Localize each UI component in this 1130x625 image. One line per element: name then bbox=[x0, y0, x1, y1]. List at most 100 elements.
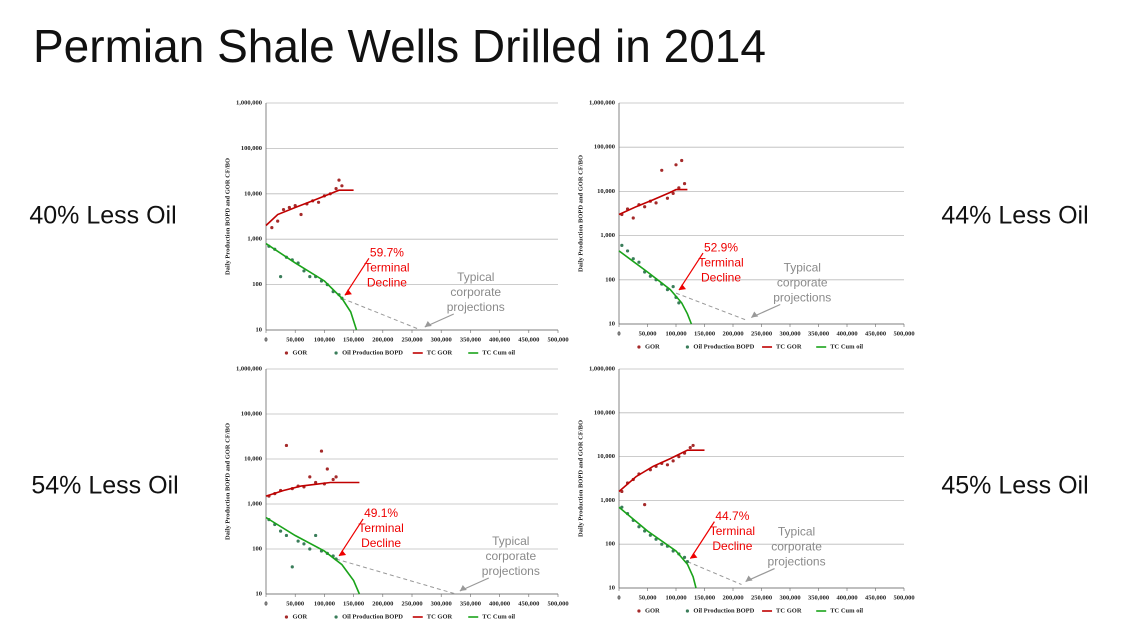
y-tick-label: 100,000 bbox=[241, 410, 262, 417]
x-tick-label: 0 bbox=[617, 594, 620, 601]
decline-arrowhead bbox=[339, 549, 347, 556]
x-tick-label: 500,000 bbox=[893, 330, 914, 337]
data-point bbox=[290, 565, 294, 569]
data-point bbox=[302, 542, 306, 546]
chart: 54% Less Oil 10 100 1,000 10,000 100,000 1,000… bbox=[31, 365, 568, 620]
legend-label: GOR bbox=[292, 613, 307, 620]
x-tick-label: 100,000 bbox=[314, 600, 335, 607]
decline-note: Terminal bbox=[358, 521, 403, 535]
decline-arrowhead bbox=[679, 284, 686, 291]
x-tick-label: 400,000 bbox=[489, 336, 510, 343]
legend-swatch bbox=[637, 609, 641, 613]
data-point bbox=[279, 529, 283, 533]
data-point bbox=[334, 475, 338, 479]
x-tick-label: 150,000 bbox=[343, 600, 364, 607]
y-tick-label: 10 bbox=[609, 320, 616, 327]
y-tick-label: 1,000 bbox=[600, 232, 615, 239]
data-point bbox=[691, 443, 695, 448]
plot-area bbox=[619, 369, 904, 588]
x-tick-label: 300,000 bbox=[431, 336, 452, 343]
y-tick-label: 100,000 bbox=[241, 145, 262, 152]
y-tick-label: 100 bbox=[605, 276, 615, 283]
x-tick-label: 50,000 bbox=[286, 600, 304, 607]
y-tick-label: 1,000,000 bbox=[236, 99, 262, 106]
legend-label: TC GOR bbox=[776, 343, 802, 350]
legend-swatch bbox=[637, 345, 641, 349]
trend-line bbox=[265, 481, 360, 497]
x-tick-label: 400,000 bbox=[836, 330, 857, 337]
x-tick-label: 450,000 bbox=[518, 600, 539, 607]
decline-arrowhead bbox=[690, 552, 698, 559]
decline-arrow bbox=[338, 518, 364, 557]
decline-note: Terminal bbox=[698, 255, 743, 269]
x-tick-label: 250,000 bbox=[401, 600, 422, 607]
slide-title: Permian Shale Wells Drilled in 2014 bbox=[33, 20, 766, 72]
y-tick-label: 1,000 bbox=[247, 500, 262, 507]
trend-line bbox=[265, 242, 358, 331]
x-tick-label: 150,000 bbox=[694, 330, 715, 337]
data-point bbox=[682, 555, 687, 559]
data-point bbox=[674, 163, 678, 167]
legend-label: TC Cum oil bbox=[830, 607, 863, 614]
y-tick-label: 10,000 bbox=[244, 455, 262, 462]
data-point bbox=[671, 285, 675, 289]
x-tick-label: 400,000 bbox=[489, 600, 510, 607]
projection-arrowhead bbox=[745, 575, 753, 582]
data-point bbox=[276, 219, 280, 223]
data-point bbox=[281, 207, 286, 212]
data-point bbox=[688, 446, 692, 450]
data-point bbox=[308, 275, 312, 279]
x-tick-label: 0 bbox=[264, 600, 267, 607]
projection-note: projections bbox=[773, 291, 831, 305]
y-tick-label: 10 bbox=[256, 590, 263, 597]
x-tick-label: 500,000 bbox=[547, 336, 568, 343]
side-caption: 45% Less Oil bbox=[941, 472, 1088, 500]
legend-label: GOR bbox=[292, 349, 307, 356]
x-tick-label: 150,000 bbox=[694, 594, 715, 601]
legend-swatch bbox=[284, 615, 289, 619]
x-tick-label: 250,000 bbox=[751, 594, 772, 601]
data-point bbox=[665, 196, 670, 200]
projection-line bbox=[687, 561, 742, 585]
legend-label: TC Cum oil bbox=[830, 343, 863, 350]
legend-label: Oil Production BOPD bbox=[342, 613, 403, 620]
legend-label: TC GOR bbox=[427, 613, 453, 620]
y-tick-label: 1,000 bbox=[600, 497, 615, 504]
x-tick-label: 500,000 bbox=[893, 594, 914, 601]
decline-note: Terminal bbox=[364, 260, 409, 274]
y-tick-label: 1,000,000 bbox=[236, 365, 262, 372]
x-tick-label: 350,000 bbox=[460, 600, 481, 607]
decline-arrowhead bbox=[344, 289, 352, 296]
y-tick-label: 100 bbox=[605, 541, 615, 548]
data-point bbox=[340, 184, 344, 188]
y-tick-label: 10 bbox=[256, 326, 263, 333]
data-point bbox=[308, 547, 312, 551]
projection-arrowhead bbox=[424, 321, 432, 327]
x-tick-label: 250,000 bbox=[751, 330, 772, 337]
y-tick-label: 100 bbox=[252, 281, 262, 288]
legend-label: Oil Production BOPD bbox=[693, 343, 754, 350]
y-tick-label: 1,000,000 bbox=[589, 99, 615, 106]
data-point bbox=[270, 226, 274, 230]
data-point bbox=[337, 178, 341, 182]
x-tick-label: 200,000 bbox=[722, 594, 743, 601]
legend-swatch bbox=[284, 351, 289, 355]
y-axis-label: Daily Production BOPD and GOR CF/BO bbox=[224, 423, 231, 540]
projection-arrowhead bbox=[751, 311, 759, 318]
projection-note: Typical bbox=[457, 270, 494, 284]
legend-label: TC GOR bbox=[776, 607, 802, 614]
y-tick-label: 1,000,000 bbox=[589, 365, 615, 372]
legend-swatch bbox=[334, 351, 338, 355]
projection-note: corporate bbox=[450, 285, 501, 299]
x-tick-label: 150,000 bbox=[343, 336, 364, 343]
decline-note: Decline bbox=[367, 275, 407, 289]
data-point bbox=[643, 205, 647, 209]
legend-swatch bbox=[685, 345, 690, 349]
trend-line bbox=[265, 516, 361, 595]
chart: 44% Less Oil 10 100 1,000 10,000 100,000 1,000… bbox=[577, 99, 1088, 350]
projection-note: projections bbox=[447, 300, 505, 314]
y-tick-label: 10,000 bbox=[597, 188, 615, 195]
x-tick-label: 450,000 bbox=[865, 330, 886, 337]
y-tick-label: 100,000 bbox=[594, 144, 615, 151]
chart: 40% Less Oil 10 100 1,000 10,000 100,000 1,000… bbox=[29, 99, 568, 356]
